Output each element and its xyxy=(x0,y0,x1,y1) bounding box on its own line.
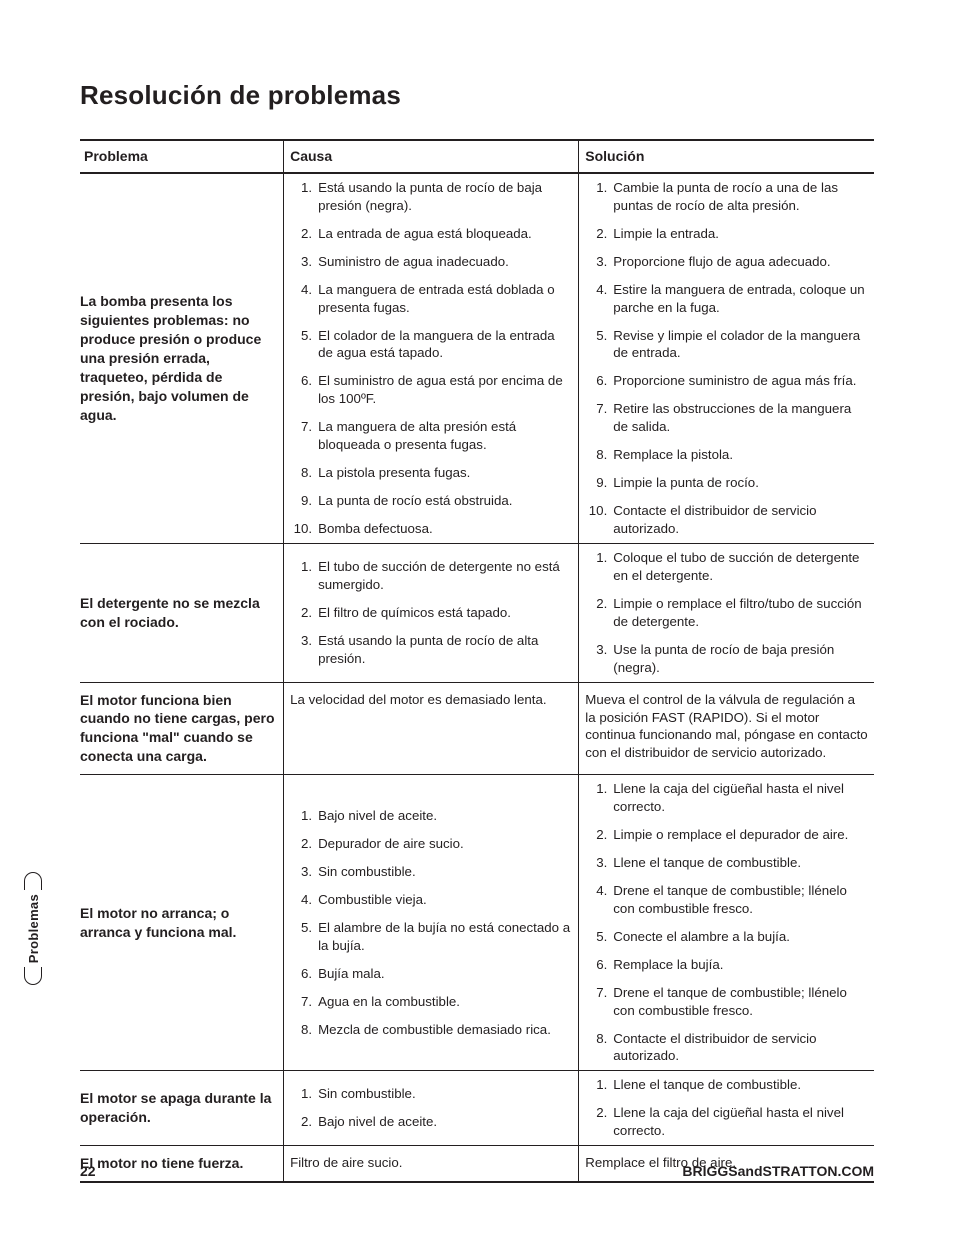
list-item: 1.Cambie la punta de rocío a una de las … xyxy=(579,174,874,220)
list-item: 1.Coloque el tubo de succión de detergen… xyxy=(579,544,874,590)
list-item: 5.El alambre de la bujía no está conecta… xyxy=(284,914,578,960)
table-row-cause: 1.Bajo nivel de aceite.2.Depurador de ai… xyxy=(284,775,579,1071)
troubleshooting-table: Problema Causa Solución La bomba present… xyxy=(80,139,874,1183)
list-item: 8.La pistola presenta fugas. xyxy=(284,459,578,487)
list-item: 6.Bujía mala. xyxy=(284,960,578,988)
side-tab-label: Problemas xyxy=(25,890,42,967)
table-row-problem: El motor no arranca; o arranca y funcion… xyxy=(80,775,284,1071)
list-item: 1.Está usando la punta de rocío de baja … xyxy=(284,174,578,220)
list-item: 7.La manguera de alta presión está bloqu… xyxy=(284,413,578,459)
list-item: 1.Llene el tanque de combustible. xyxy=(579,1071,874,1099)
list-item: 1.El tubo de succión de detergente no es… xyxy=(284,553,578,599)
list-item: 1.Sin combustible. xyxy=(284,1080,578,1108)
table-row-solution: 1.Coloque el tubo de succión de detergen… xyxy=(579,543,874,682)
list-item: 7.Retire las obstrucciones de la manguer… xyxy=(579,395,874,441)
list-item: 3.Proporcione flujo de agua adecuado. xyxy=(579,248,874,276)
list-item: 3.Llene el tanque de combustible. xyxy=(579,849,874,877)
table-row-cause: 1.El tubo de succión de detergente no es… xyxy=(284,543,579,682)
table-row-cause: La velocidad del motor es demasiado lent… xyxy=(284,682,579,775)
list-item: 4.Drene el tanque de combustible; llénel… xyxy=(579,877,874,923)
table-row-solution: 1.Llene la caja del cigüeñal hasta el ni… xyxy=(579,775,874,1071)
list-item: 8.Contacte el distribuidor de servicio a… xyxy=(579,1025,874,1071)
list-item: 8.Remplace la pistola. xyxy=(579,441,874,469)
list-item: 3.Use la punta de rocío de baja presión … xyxy=(579,636,874,682)
list-item: 2.Limpie o remplace el filtro/tubo de su… xyxy=(579,590,874,636)
list-item: 2.Depurador de aire sucio. xyxy=(284,830,578,858)
list-item: 7.Drene el tanque de combustible; llénel… xyxy=(579,979,874,1025)
list-item: 1.Bajo nivel de aceite. xyxy=(284,802,578,830)
table-row-problem: El motor funciona bien cuando no tiene c… xyxy=(80,682,284,775)
side-tab: Problemas xyxy=(24,872,42,985)
page-title: Resolución de problemas xyxy=(80,80,874,111)
list-item: 4.Estire la manguera de entrada, coloque… xyxy=(579,276,874,322)
list-item: 2.Limpie o remplace el depurador de aire… xyxy=(579,821,874,849)
list-item: 2.Bajo nivel de aceite. xyxy=(284,1108,578,1136)
list-item: 4.La manguera de entrada está doblada o … xyxy=(284,276,578,322)
list-item: 4.Combustible vieja. xyxy=(284,886,578,914)
list-item: 3.Está usando la punta de rocío de alta … xyxy=(284,627,578,673)
list-item: 3.Suministro de agua inadecuado. xyxy=(284,248,578,276)
list-item: 5.Conecte el alambre a la bujía. xyxy=(579,923,874,951)
col-header-cause: Causa xyxy=(284,140,579,173)
table-row-problem: La bomba presenta los siguientes problem… xyxy=(80,173,284,544)
footer-site: BRIGGSandSTRATTON.COM xyxy=(682,1163,874,1179)
list-item: 2.El filtro de químicos está tapado. xyxy=(284,599,578,627)
list-item: 6.El suministro de agua está por encima … xyxy=(284,367,578,413)
table-row-solution: 1.Llene el tanque de combustible.2.Llene… xyxy=(579,1071,874,1146)
list-item: 6.Remplace la bujía. xyxy=(579,951,874,979)
list-item: 2.La entrada de agua está bloqueada. xyxy=(284,220,578,248)
list-item: 8.Mezcla de combustible demasiado rica. xyxy=(284,1016,578,1044)
list-item: 5.El colador de la manguera de la entrad… xyxy=(284,322,578,368)
list-item: 10.Bomba defectuosa. xyxy=(284,515,578,543)
table-row-problem: El detergente no se mezcla con el rociad… xyxy=(80,543,284,682)
table-row-problem: El motor se apaga durante la operación. xyxy=(80,1071,284,1146)
list-item: 2.Llene la caja del cigüeñal hasta el ni… xyxy=(579,1099,874,1145)
list-item: 1.Llene la caja del cigüeñal hasta el ni… xyxy=(579,775,874,821)
list-item: 3.Sin combustible. xyxy=(284,858,578,886)
col-header-problem: Problema xyxy=(80,140,284,173)
list-item: 10.Contacte el distribuidor de servicio … xyxy=(579,497,874,543)
table-row-cause: 1.Sin combustible.2.Bajo nivel de aceite… xyxy=(284,1071,579,1146)
list-item: 6.Proporcione suministro de agua más frí… xyxy=(579,367,874,395)
list-item: 2.Limpie la entrada. xyxy=(579,220,874,248)
page-number: 22 xyxy=(80,1163,96,1179)
list-item: 5.Revise y limpie el colador de la mangu… xyxy=(579,322,874,368)
list-item: 9.Limpie la punta de rocío. xyxy=(579,469,874,497)
table-row-solution: Mueva el control de la válvula de regula… xyxy=(579,682,874,775)
col-header-solution: Solución xyxy=(579,140,874,173)
list-item: 9.La punta de rocío está obstruida. xyxy=(284,487,578,515)
list-item: 7.Agua en la combustible. xyxy=(284,988,578,1016)
table-row-cause: 1.Está usando la punta de rocío de baja … xyxy=(284,173,579,544)
table-row-solution: 1.Cambie la punta de rocío a una de las … xyxy=(579,173,874,544)
